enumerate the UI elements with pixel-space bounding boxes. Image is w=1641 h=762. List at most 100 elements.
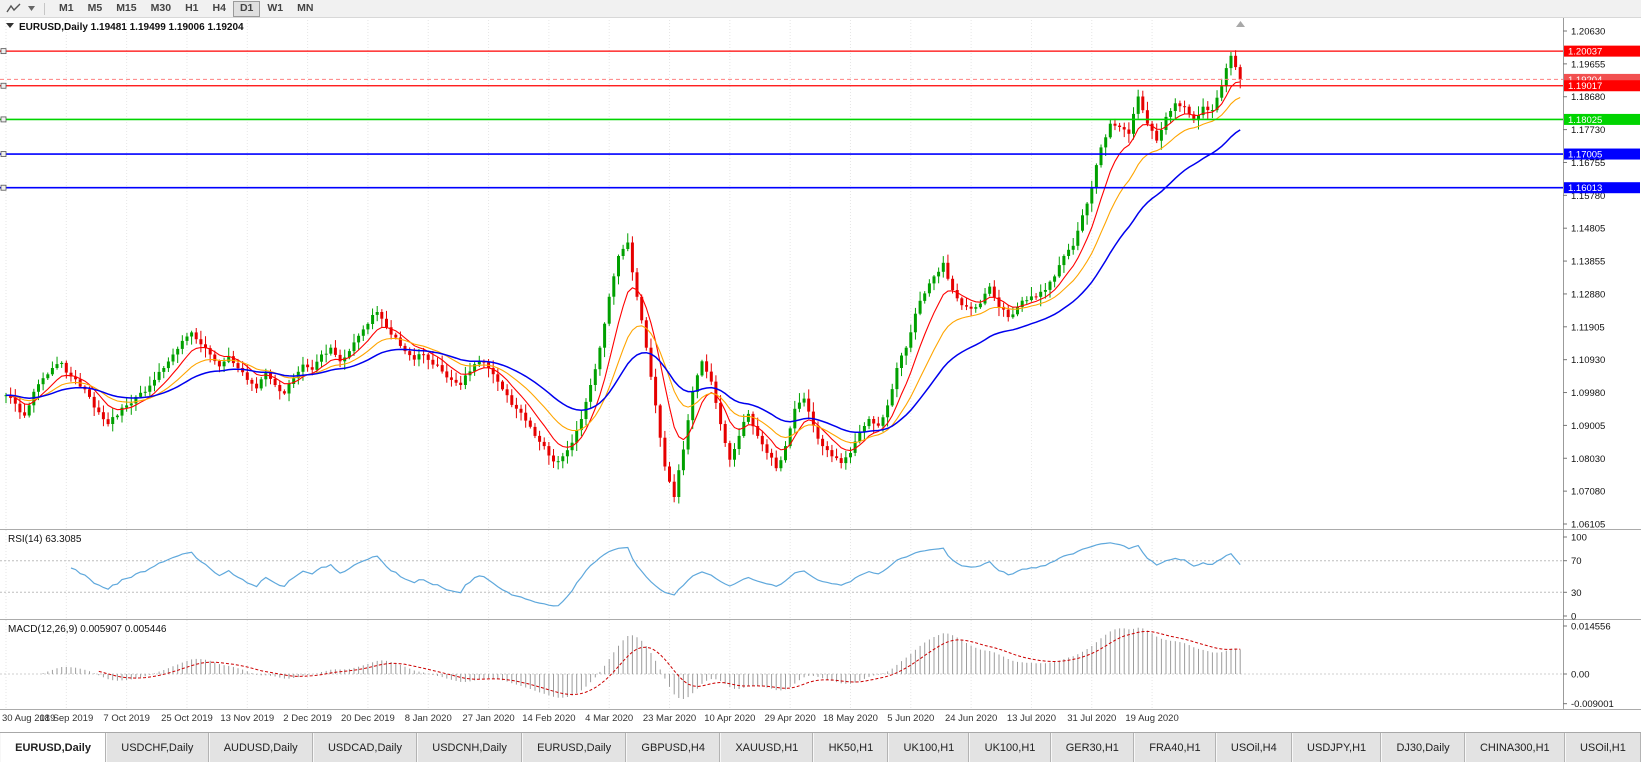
chart-tab-1-eurusd-daily[interactable]: EURUSD,Daily	[0, 733, 107, 762]
dropdown-caret-icon[interactable]	[26, 1, 37, 17]
timeframe-button-h4[interactable]: H4	[206, 1, 233, 17]
rsi-axis-label: 30	[1571, 588, 1582, 599]
macd-signal-line	[98, 630, 1241, 696]
price-axis-label: 1.16755	[1571, 158, 1605, 169]
chart-tab-3-audusd-daily[interactable]: AUDUSD,Daily	[208, 733, 313, 762]
date-label: 19 Aug 2020	[1125, 713, 1178, 724]
level-price-tag-1.20037: 1.20037	[1564, 45, 1640, 58]
chart-background	[0, 18, 1641, 732]
timeframe-button-m15[interactable]: M15	[109, 1, 143, 17]
date-label: 13 Nov 2019	[220, 713, 274, 724]
rsi-pane	[0, 542, 1563, 607]
level-price-tag-1.18025: 1.18025	[1564, 113, 1640, 126]
svg-text:1.16013: 1.16013	[1568, 183, 1602, 194]
horizontal-level-line-1.19017[interactable]	[0, 82, 1563, 89]
macd-axis-label: 0.014556	[1571, 622, 1611, 633]
price-axis: 1.20630 1.19655 1.18680 1.17730 1.16755 1.157…	[1563, 18, 1640, 710]
timeframe-button-mn[interactable]: MN	[290, 1, 320, 17]
grid-lines	[5, 20, 1153, 709]
line-handle[interactable]	[0, 184, 7, 191]
price-axis-label: 1.15780	[1571, 191, 1605, 202]
horizontal-level-line-1.16013[interactable]	[0, 184, 1563, 191]
level-price-tag-1.16013: 1.16013	[1564, 182, 1640, 194]
chart-tab-6-eurusd-daily[interactable]: EURUSD,Daily	[521, 733, 627, 762]
date-label: 30 Aug 2019	[2, 713, 55, 724]
line-handle[interactable]	[0, 116, 7, 123]
chart-tab-15-usdjpy-h1[interactable]: USDJPY,H1	[1291, 733, 1382, 762]
chart-tabs-bar: EURUSD,Daily USDCHF,Daily AUDUSD,Daily USDC…	[0, 732, 1641, 762]
date-label: 4 Mar 2020	[585, 713, 633, 724]
price-axis-label: 1.17730	[1571, 125, 1605, 136]
chart-canvas[interactable]: 1.20630 1.19655 1.18680 1.17730 1.16755 1.157…	[0, 18, 1641, 732]
price-axis-label: 1.14805	[1571, 224, 1605, 235]
date-label: 24 Jun 2020	[945, 713, 997, 724]
date-label: 29 Apr 2020	[765, 713, 816, 724]
date-label: 23 Mar 2020	[643, 713, 696, 724]
chart-shift-icon[interactable]	[1236, 21, 1245, 27]
rsi-line	[70, 542, 1241, 607]
timeframe-button-m1[interactable]: M1	[52, 1, 81, 17]
price-axis-label: 1.10930	[1571, 355, 1605, 366]
macd-histogram	[42, 627, 1241, 699]
chart-tab-13-fra40-h1[interactable]: FRA40,H1	[1134, 733, 1216, 762]
price-axis-label: 1.09005	[1571, 421, 1605, 432]
date-label: 20 Dec 2019	[341, 713, 395, 724]
chart-title: EURUSD,Daily 1.19481 1.19499 1.19006 1.1…	[19, 22, 244, 33]
level-price-tag-1.19017: 1.19017	[1564, 80, 1640, 92]
ma-fast-line	[5, 81, 1241, 452]
timeframe-button-w1[interactable]: W1	[260, 1, 290, 17]
date-label: 25 Oct 2019	[161, 713, 213, 724]
date-label: 18 May 2020	[823, 713, 878, 724]
date-label: 8 Jan 2020	[405, 713, 452, 724]
price-axis-label: 1.09980	[1571, 388, 1605, 399]
price-axis-label: 1.06105	[1571, 520, 1605, 531]
main-pane	[0, 21, 1563, 504]
date-label: 31 Jul 2020	[1067, 713, 1116, 724]
chart-tab-2-usdchf-daily[interactable]: USDCHF,Daily	[106, 733, 209, 762]
chart-tab-7-gbpusd-h4[interactable]: GBPUSD,H4	[626, 733, 721, 762]
svg-text:1.17005: 1.17005	[1568, 150, 1602, 161]
line-handle[interactable]	[0, 48, 7, 55]
candlestick-series	[4, 50, 1242, 504]
line-handle[interactable]	[0, 151, 7, 157]
chart-tab-14-usoil-h4[interactable]: USOil,H4	[1215, 733, 1292, 762]
chart-tab-10-uk100-h1[interactable]: UK100,H1	[888, 733, 970, 762]
horizontal-level-line-1.20037[interactable]	[0, 48, 1563, 55]
price-axis-label: 1.12880	[1571, 289, 1605, 300]
timeframe-button-m30[interactable]: M30	[144, 1, 178, 17]
timeframe-button-h1[interactable]: H1	[178, 1, 205, 17]
rsi-axis-label: 70	[1571, 556, 1582, 567]
macd-label: MACD(12,26,9) 0.005907 0.005446	[8, 624, 167, 635]
chart-tab-8-xauusd-h1[interactable]: XAUUSD,H1	[720, 733, 814, 762]
timeframe-buttons: M1 M5 M15 M30 H1 H4 D1 W1 MN	[52, 0, 320, 17]
svg-text:1.20037: 1.20037	[1568, 47, 1602, 58]
timeframe-button-m5[interactable]: M5	[81, 1, 110, 17]
chart-tab-16-dj30-daily[interactable]: DJ30,Daily	[1381, 733, 1465, 762]
date-label: 5 Jun 2020	[887, 713, 934, 724]
rsi-axis-label: 100	[1571, 533, 1587, 544]
date-label: 2 Dec 2019	[283, 713, 332, 724]
price-axis-label: 1.08030	[1571, 454, 1605, 465]
date-label: 18 Sep 2019	[39, 713, 93, 724]
chart-tab-9-hk50-h1[interactable]: HK50,H1	[813, 733, 889, 762]
horizontal-level-line-1.18025[interactable]	[0, 116, 1563, 123]
chart-tab-11-uk100-h1[interactable]: UK100,H1	[969, 733, 1051, 762]
macd-axis-label: 0.00	[1571, 670, 1590, 681]
horizontal-level-line-1.17005[interactable]	[0, 151, 1563, 157]
chart-tab-18-usoil-h1[interactable]: USOil,H1	[1564, 733, 1641, 762]
price-axis-label: 1.18680	[1571, 92, 1605, 103]
ma-slow-line	[5, 129, 1241, 434]
ma-mid-line	[5, 97, 1241, 444]
chart-title-group: EURUSD,Daily 1.19481 1.19499 1.19006 1.1…	[6, 22, 244, 33]
chart-tab-4-usdcad-daily[interactable]: USDCAD,Daily	[312, 733, 418, 762]
collapse-arrow-icon[interactable]	[6, 23, 14, 28]
timeframe-button-d1[interactable]: D1	[232, 0, 261, 17]
chart-tab-17-china300-h1[interactable]: CHINA300,H1	[1464, 733, 1565, 762]
chart-tab-12-ger30-h1[interactable]: GER30,H1	[1050, 733, 1135, 762]
chart-tab-5-usdcnh-daily[interactable]: USDCNH,Daily	[417, 733, 522, 762]
rsi-axis-label: 0	[1571, 612, 1576, 623]
date-label: 27 Jan 2020	[462, 713, 514, 724]
line-handle[interactable]	[0, 82, 7, 89]
chart-tool-icon[interactable]	[4, 1, 24, 17]
